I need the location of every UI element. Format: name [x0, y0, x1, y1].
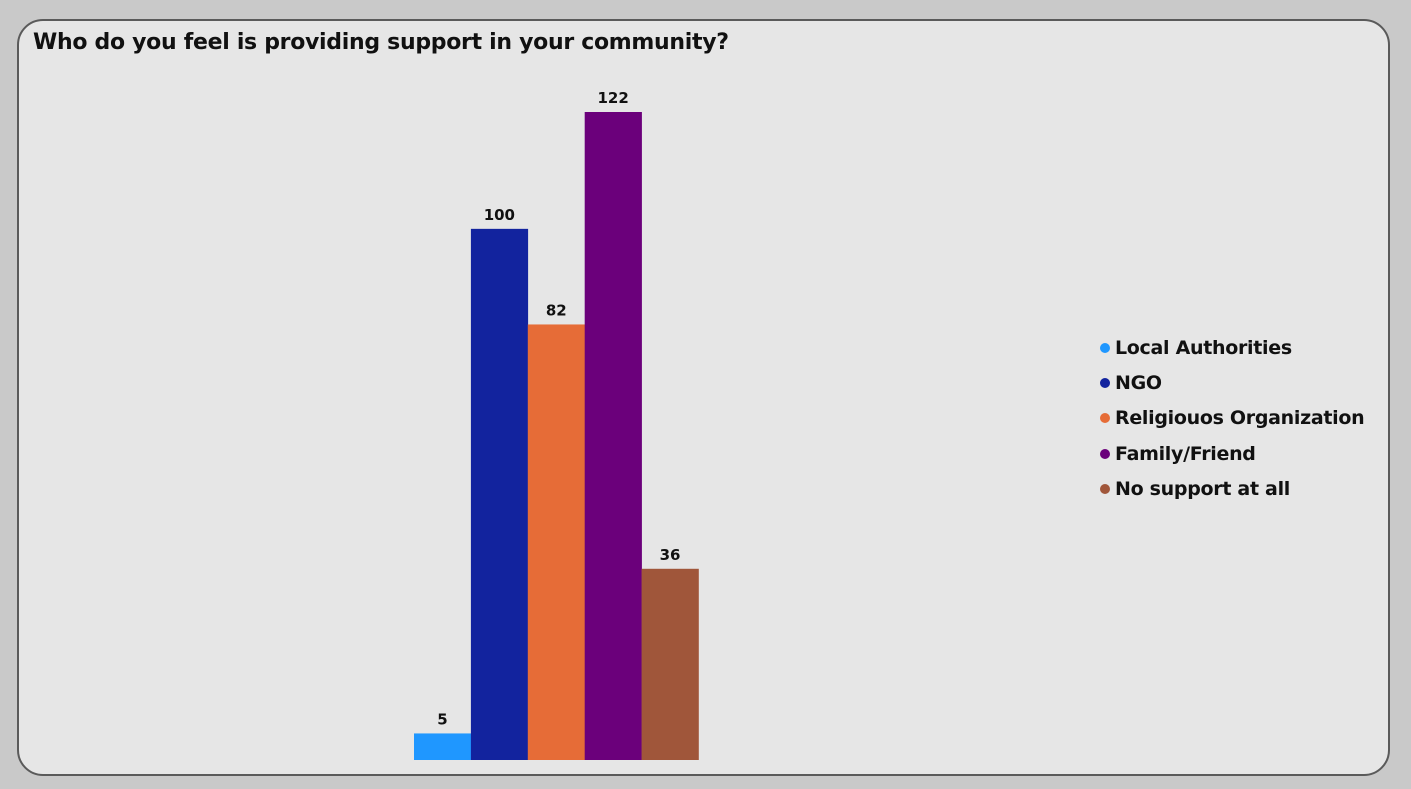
data-label-2: 82 [546, 301, 567, 319]
legend-item: Religiouos Organization [1100, 401, 1365, 436]
legend-marker-icon [1100, 448, 1110, 459]
legend-label: NGO [1115, 371, 1162, 394]
data-label-0: 5 [437, 710, 447, 728]
legend: Local Authorities NGO Religiouos Organizat… [1100, 330, 1365, 506]
bar-1 [470, 228, 529, 760]
legend-marker-icon [1100, 483, 1110, 494]
bar-0 [414, 733, 472, 760]
data-label-4: 36 [660, 546, 681, 564]
legend-label: Family/Friend [1115, 442, 1256, 465]
legend-marker-icon [1100, 342, 1110, 353]
legend-label: Local Authorities [1115, 336, 1292, 359]
legend-item: NGO [1100, 365, 1364, 400]
legend-item: Local Authorities [1100, 330, 1364, 365]
data-label-1: 100 [484, 206, 515, 224]
bar-2 [527, 324, 585, 760]
legend-label: No support at all [1115, 477, 1290, 500]
legend-marker-icon [1100, 377, 1110, 388]
bar-4 [641, 568, 699, 760]
chart-title: Who do you feel is providing support in … [33, 30, 729, 55]
data-label-3: 122 [597, 89, 628, 107]
legend-item: Family/Friend [1100, 436, 1364, 471]
chart-card [17, 19, 1390, 776]
legend-marker-icon [1100, 413, 1110, 424]
legend-label: Religiouos Organization [1115, 407, 1365, 430]
bar-3 [584, 112, 642, 760]
legend-item: No support at all [1100, 471, 1364, 506]
